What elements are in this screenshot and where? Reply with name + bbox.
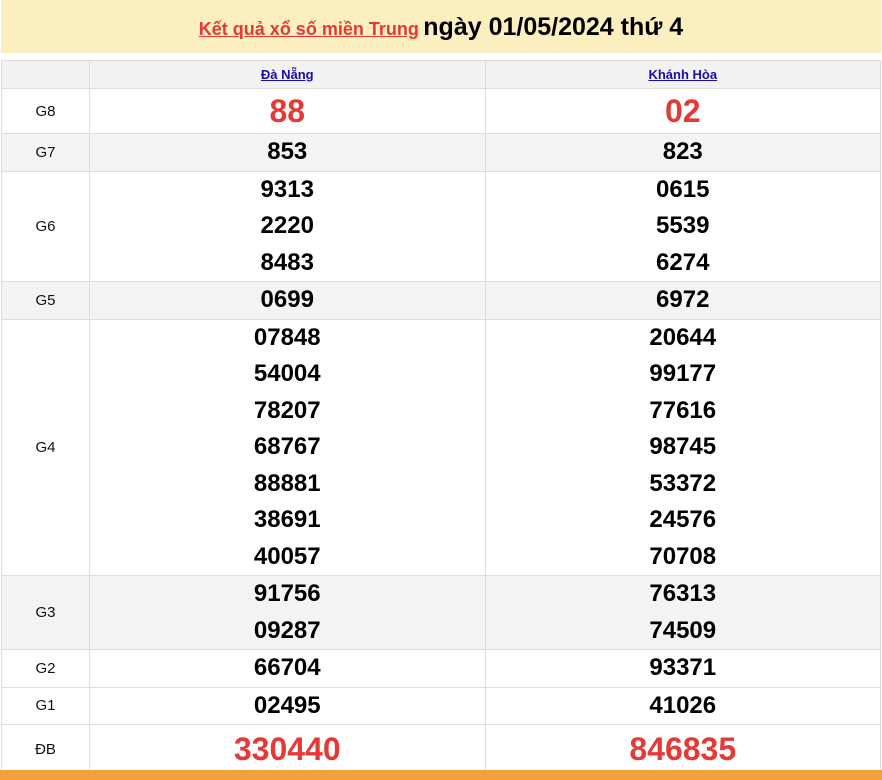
- corner-cell: [1, 60, 90, 89]
- prize-number: 88881: [253, 469, 321, 497]
- prize-label: G4: [1, 318, 90, 576]
- prize-number: 8483: [260, 248, 314, 276]
- prize-cell: 0615 5539 6274: [484, 170, 881, 282]
- prize-cell: 07848 54004 78207 68767 88881 38691 40057: [89, 318, 486, 576]
- prize-cell: 823: [484, 133, 881, 172]
- prize-number: 09287: [253, 616, 321, 644]
- province-link-khanh-hoa[interactable]: Khánh Hòa: [648, 67, 718, 82]
- prize-number: 99177: [649, 360, 717, 387]
- prize-cell: 846835: [484, 724, 881, 775]
- prize-number: 2220: [260, 212, 314, 239]
- prize-cell: 9313 2220 8483: [89, 170, 486, 282]
- prize-number: 88: [269, 93, 306, 129]
- prize-number: 93371: [649, 654, 717, 681]
- prize-number: 02: [664, 93, 701, 129]
- prize-number: 07848: [253, 323, 321, 351]
- prize-number: 91756: [253, 580, 321, 607]
- prize-cell: 02: [484, 88, 881, 134]
- prize-number: 68767: [253, 433, 321, 460]
- prize-number: 38691: [253, 506, 321, 533]
- prize-label: G3: [1, 575, 90, 650]
- prize-number: 76313: [649, 580, 717, 607]
- region-results-link[interactable]: Kết quả xổ số miền Trung: [198, 19, 419, 39]
- prize-row-g4: G4 07848 54004 78207 68767 88881 38691 40057 206…: [1, 318, 881, 576]
- prize-row-g7: G7 853 823: [1, 133, 881, 172]
- prize-number: 02495: [253, 691, 321, 719]
- prize-cell: 330440: [89, 724, 486, 775]
- prize-cell: 6972: [484, 281, 881, 320]
- prize-cell: 93371: [484, 649, 881, 688]
- prize-number: 330440: [233, 731, 341, 767]
- prize-cell: 0699: [89, 281, 486, 320]
- page-header: Kết quả xổ số miền Trung ngày 01/05/2024…: [1, 0, 881, 53]
- col-header: Khánh Hòa: [484, 60, 881, 89]
- prize-number: 0699: [260, 286, 314, 313]
- prize-label: G5: [1, 281, 90, 320]
- prize-cell: 88: [89, 88, 486, 134]
- prize-label: G6: [1, 170, 90, 282]
- results-table: Đà Nẵng Khánh Hòa G8 88 02 G7 853 823 G6 9313 22…: [1, 60, 881, 775]
- prize-number: 54004: [253, 360, 321, 387]
- prize-cell: 91756 09287: [89, 575, 486, 650]
- prize-number: 9313: [260, 175, 314, 203]
- prize-number: 98745: [649, 433, 717, 460]
- prize-number: 853: [267, 138, 308, 165]
- footer-bar: [0, 770, 882, 780]
- prize-label: ĐB: [1, 724, 90, 775]
- prize-cell: 853: [89, 133, 486, 172]
- prize-row-g1: G1 02495 41026: [1, 686, 881, 725]
- prize-number: 53372: [649, 469, 717, 497]
- prize-row-đb: ĐB 330440 846835: [1, 724, 881, 775]
- prize-number: 66704: [253, 654, 321, 681]
- prize-number: 5539: [656, 212, 710, 239]
- prize-label: G1: [1, 686, 90, 725]
- prize-label: G7: [1, 133, 90, 172]
- prize-number: 823: [662, 138, 703, 165]
- prize-number: 6274: [656, 248, 710, 276]
- prize-cell: 76313 74509: [484, 575, 881, 650]
- prize-number: 846835: [629, 731, 737, 767]
- prize-row-g6: G6 9313 2220 8483 0615 5539 6274: [1, 170, 881, 282]
- prize-number: 24576: [649, 506, 717, 533]
- prize-row-g8: G8 88 02: [1, 88, 881, 134]
- prize-row-g2: G2 66704 93371: [1, 649, 881, 688]
- prize-number: 74509: [649, 616, 717, 644]
- draw-date: ngày 01/05/2024 thứ 4: [423, 13, 684, 41]
- prize-cell: 41026: [484, 686, 881, 725]
- prize-label: G8: [1, 88, 90, 134]
- prize-number: 0615: [656, 175, 710, 203]
- prize-number: 70708: [649, 542, 717, 570]
- prize-number: 40057: [253, 542, 321, 570]
- prize-number: 6972: [656, 286, 710, 313]
- prize-number: 20644: [649, 323, 717, 351]
- province-link-da-nang[interactable]: Đà Nẵng: [260, 67, 314, 82]
- prize-number: 78207: [253, 396, 321, 424]
- col-header: Đà Nẵng: [89, 60, 486, 89]
- prize-label: G2: [1, 649, 90, 688]
- prize-number: 77616: [649, 396, 717, 424]
- prize-cell: 20644 99177 77616 98745 53372 24576 70708: [484, 318, 881, 576]
- prize-row-g5: G5 0699 6972: [1, 281, 881, 320]
- prize-number: 41026: [649, 691, 717, 719]
- prize-cell: 66704: [89, 649, 486, 688]
- prize-row-g3: G3 91756 09287 76313 74509: [1, 575, 881, 650]
- prize-cell: 02495: [89, 686, 486, 725]
